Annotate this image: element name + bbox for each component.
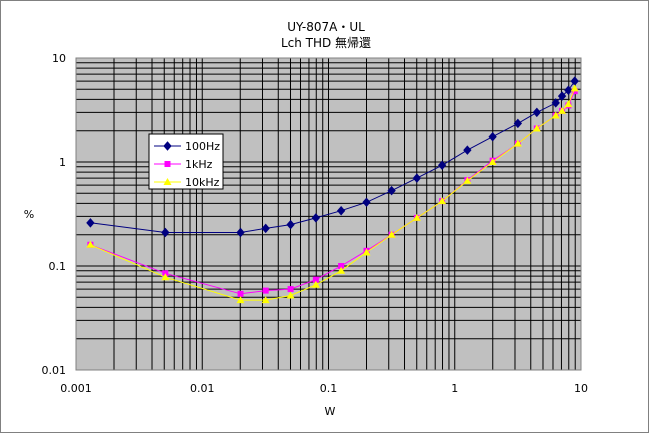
series — [86, 76, 579, 304]
y-tick-label: 1 — [59, 156, 66, 169]
x-tick-label: 0.01 — [190, 382, 215, 395]
legend-label: 10kHz — [185, 176, 220, 189]
y-axis-title: % — [24, 208, 34, 221]
data-point — [236, 227, 245, 238]
data-point — [237, 290, 244, 297]
data-point — [311, 280, 320, 288]
data-point — [437, 160, 447, 171]
data-point — [412, 173, 422, 183]
data-point — [412, 213, 421, 221]
x-tick-label: 0.1 — [320, 382, 338, 395]
legend: 100Hz 1kHz 10kHz — [148, 133, 224, 190]
data-point — [86, 218, 95, 228]
data-point — [362, 248, 371, 256]
series-10kHz — [86, 84, 579, 304]
data-point — [463, 176, 472, 184]
grid — [75, 58, 581, 371]
data-point — [286, 291, 295, 299]
x-axis-ticks: 0.001 0.01 0.1 1 10 — [60, 382, 588, 395]
data-point — [337, 266, 346, 274]
legend-label: 100Hz — [185, 140, 220, 153]
data-point — [261, 223, 270, 234]
series-100Hz — [86, 76, 579, 238]
data-point — [387, 185, 396, 196]
legend-marker — [163, 141, 172, 151]
data-point — [311, 213, 321, 223]
y-tick-label: 0.1 — [49, 260, 67, 273]
data-point — [236, 296, 245, 304]
data-point — [551, 111, 560, 119]
legend-marker — [163, 178, 172, 185]
chart-subtitle: Lch THD 無帰還 — [281, 35, 371, 50]
data-point — [336, 205, 346, 216]
data-point — [286, 219, 295, 230]
data-point — [488, 158, 497, 165]
data-point — [551, 98, 560, 108]
y-tick-label: 0.01 — [42, 364, 67, 377]
data-point — [161, 273, 170, 281]
x-tick-label: 1 — [451, 382, 458, 395]
data-point — [532, 107, 541, 118]
legend-box — [148, 133, 224, 190]
data-point — [262, 287, 269, 294]
data-point — [513, 139, 522, 147]
x-axis-title: W — [325, 405, 336, 418]
data-point — [557, 91, 567, 101]
data-point — [287, 286, 294, 293]
plot-border — [75, 57, 582, 371]
data-point — [463, 145, 472, 155]
y-axis-ticks: 0.01 0.1 1 10 — [42, 52, 67, 377]
x-tick-label: 0.001 — [60, 382, 92, 395]
x-tick-label: 10 — [574, 382, 588, 395]
legend-marker — [164, 161, 171, 167]
chart-title: UY-807A・UL — [287, 20, 365, 34]
data-point — [570, 84, 579, 92]
data-point — [438, 197, 447, 205]
data-point — [513, 118, 523, 129]
data-point — [558, 106, 567, 114]
data-point — [161, 227, 170, 238]
data-point — [532, 124, 541, 132]
data-point — [387, 230, 396, 238]
y-tick-label: 10 — [52, 52, 66, 65]
data-point — [261, 296, 270, 304]
data-point — [338, 263, 345, 269]
data-point — [564, 100, 573, 108]
data-point — [564, 85, 573, 95]
data-point — [362, 197, 371, 208]
data-point — [312, 276, 319, 283]
legend-label: 1kHz — [185, 158, 213, 171]
data-point — [488, 131, 497, 142]
data-point — [86, 240, 95, 248]
